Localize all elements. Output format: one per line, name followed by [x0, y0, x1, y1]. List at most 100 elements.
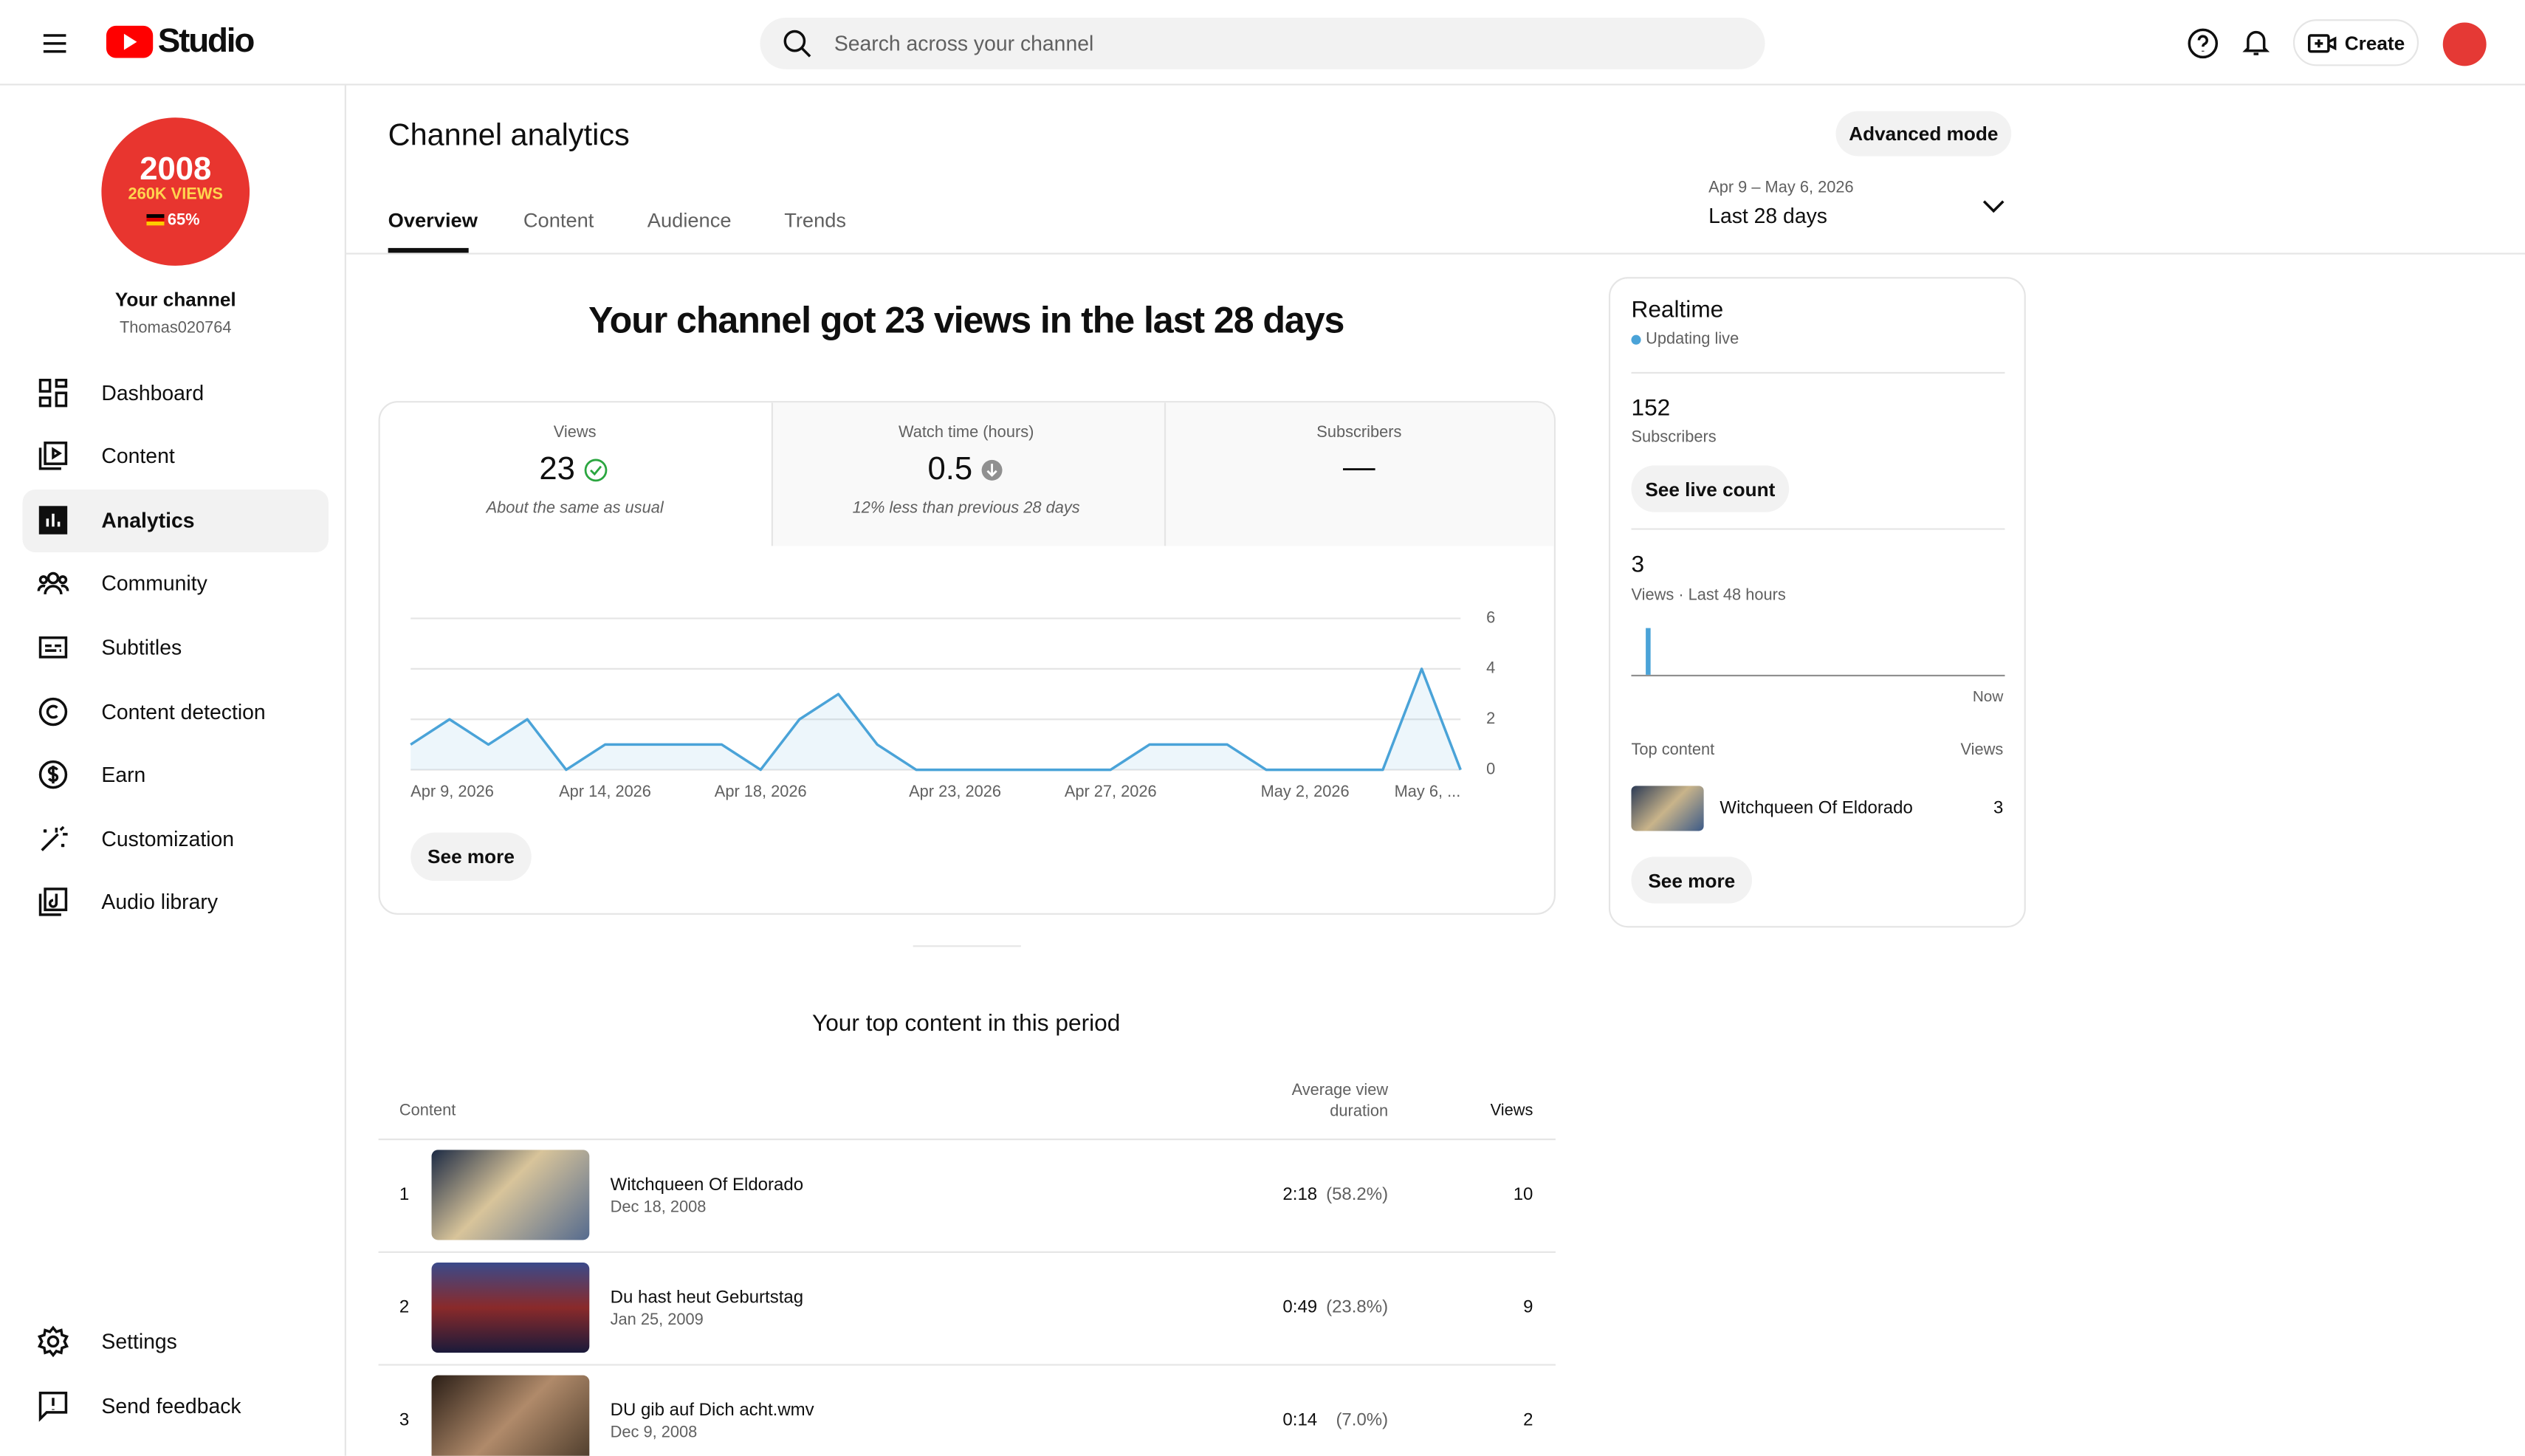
- content-date: Jan 25, 2009: [610, 1311, 704, 1330]
- mini-chart-axis: [1631, 674, 2005, 677]
- nav-icon[interactable]: [37, 377, 69, 409]
- metric-label[interactable]: Watch time (hours): [898, 424, 1034, 442]
- overview-card: [378, 401, 1556, 915]
- column-header: Average view duration: [1291, 1082, 1389, 1122]
- y-tick-label: 4: [1486, 659, 1495, 677]
- nav-icon[interactable]: [37, 823, 69, 856]
- nav-icon[interactable]: [37, 758, 69, 791]
- account-avatar[interactable]: [2442, 22, 2487, 66]
- tab[interactable]: Overview: [388, 209, 478, 233]
- tab[interactable]: Content: [523, 209, 594, 233]
- nav-item[interactable]: Customization: [101, 827, 235, 851]
- search-icon[interactable]: [781, 27, 814, 60]
- metric-value[interactable]: 23: [539, 451, 575, 487]
- content-views: 3: [1993, 798, 2004, 819]
- nav-item[interactable]: Send feedback: [101, 1393, 241, 1418]
- content-title[interactable]: Witchqueen Of Eldorado: [1720, 798, 1913, 819]
- menu-icon[interactable]: [38, 27, 71, 60]
- metric-tabs-bg: [771, 402, 1554, 546]
- content-title[interactable]: Witchqueen Of Eldorado: [610, 1175, 804, 1195]
- rank: 3: [399, 1410, 410, 1430]
- nav-icon[interactable]: [37, 567, 69, 600]
- tab[interactable]: Audience: [647, 209, 732, 233]
- realtime-title: Realtime: [1631, 298, 1724, 324]
- nav-item[interactable]: Analytics: [101, 508, 195, 532]
- x-tick-label: May 6, ...: [1395, 782, 1461, 800]
- metric-value[interactable]: —: [1343, 450, 1375, 486]
- create-icon[interactable]: [2306, 27, 2338, 60]
- thumbnail[interactable]: [1631, 786, 1704, 831]
- views: 2: [1523, 1410, 1533, 1430]
- logo-text[interactable]: Studio: [157, 22, 255, 60]
- x-tick-label: Apr 27, 2026: [1065, 782, 1157, 800]
- y-tick-label: 0: [1486, 759, 1495, 777]
- avg-percent: (23.8%): [1326, 1297, 1389, 1318]
- content-title[interactable]: Du hast heut Geburtstag: [610, 1288, 804, 1308]
- nav-icon[interactable]: [37, 696, 69, 728]
- nav-item[interactable]: Audio library: [101, 890, 219, 914]
- section-title: Your top content in this period: [812, 1011, 1121, 1037]
- metric-value[interactable]: 0.5: [927, 451, 973, 487]
- metric-divider: [1164, 402, 1167, 546]
- nav-item[interactable]: Earn: [101, 762, 146, 787]
- dropdown-icon[interactable]: [1977, 190, 2010, 222]
- status-icon: [981, 459, 1003, 481]
- thumbnail[interactable]: [431, 1262, 590, 1353]
- notifications-icon[interactable]: [2240, 26, 2272, 58]
- avg-percent: (58.2%): [1326, 1185, 1389, 1205]
- thumbnail[interactable]: [431, 1375, 590, 1456]
- metric-note[interactable]: 12% less than previous 28 days: [852, 500, 1080, 518]
- avg-duration: 0:14: [1282, 1410, 1318, 1430]
- channel-avatar[interactable]: [101, 117, 250, 266]
- flag: [146, 214, 165, 226]
- thumbnail[interactable]: [431, 1150, 590, 1240]
- content-date: Dec 9, 2008: [610, 1424, 698, 1443]
- metric-label[interactable]: Subscribers: [1316, 424, 1402, 442]
- help-icon[interactable]: [2187, 27, 2219, 60]
- realtime-card: [1608, 277, 2026, 928]
- metric-label[interactable]: Views: [553, 424, 597, 442]
- realtime-status: Updating live: [1646, 331, 1739, 349]
- metric-note[interactable]: About the same as usual: [486, 500, 664, 518]
- nav-icon[interactable]: [37, 631, 69, 664]
- create-button[interactable]: [2292, 19, 2419, 66]
- nav-item[interactable]: Content: [101, 443, 175, 468]
- tab[interactable]: Trends: [784, 209, 847, 233]
- live-dot: [1631, 334, 1641, 345]
- advanced-mode-button[interactable]: Advanced mode: [1835, 111, 2012, 157]
- column-header: Content: [399, 1102, 456, 1120]
- see-more-button[interactable]: See more: [410, 832, 532, 882]
- date-period[interactable]: Last 28 days: [1708, 203, 1827, 228]
- live-count-button[interactable]: See live count: [1631, 465, 1790, 512]
- realtime-views-label: Views · Last 48 hours: [1631, 587, 1786, 605]
- x-tick-label: Apr 14, 2026: [559, 782, 651, 800]
- nav-icon[interactable]: [37, 1390, 69, 1422]
- nav-icon[interactable]: [37, 504, 69, 537]
- nav-item[interactable]: Subtitles: [101, 635, 182, 660]
- page-title: Channel analytics: [388, 119, 630, 154]
- line: [410, 667, 1462, 772]
- mini-chart-bar: [1646, 628, 1651, 675]
- search-box[interactable]: [760, 17, 1765, 69]
- date-range[interactable]: Apr 9 – May 6, 2026: [1708, 179, 1854, 198]
- nav-icon[interactable]: [37, 886, 69, 918]
- nav-item[interactable]: Community: [101, 571, 207, 595]
- x-tick-label: Apr 9, 2026: [410, 782, 494, 800]
- search-placeholder[interactable]: Search across your channel: [834, 31, 1094, 56]
- see-more-button[interactable]: See more: [1631, 856, 1753, 904]
- logo-mark[interactable]: [106, 25, 154, 58]
- row-divider: [378, 1251, 1556, 1253]
- nav-item[interactable]: Dashboard: [101, 380, 205, 405]
- nav-icon[interactable]: [37, 439, 69, 472]
- content-title[interactable]: DU gib auf Dich acht.wmv: [610, 1401, 814, 1421]
- tab-underline: [388, 247, 469, 253]
- create-label[interactable]: Create: [2344, 32, 2405, 55]
- nav-item[interactable]: Content detection: [101, 699, 266, 724]
- nav-icon[interactable]: [37, 1325, 69, 1358]
- views: 9: [1523, 1297, 1533, 1318]
- nav-item[interactable]: Settings: [101, 1329, 177, 1354]
- subscriber-count: 152: [1631, 396, 1671, 422]
- y-tick-label: 2: [1486, 709, 1495, 727]
